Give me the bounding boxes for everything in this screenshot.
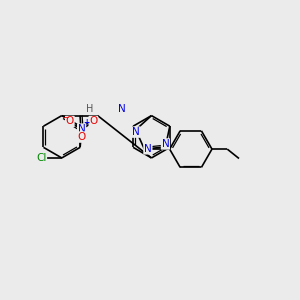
Text: Cl: Cl [36, 153, 46, 163]
Text: N: N [78, 124, 86, 134]
Text: O: O [77, 132, 86, 142]
Text: +: + [83, 118, 89, 127]
Text: N: N [132, 127, 140, 137]
Text: −: − [61, 112, 69, 122]
Text: O: O [66, 116, 74, 127]
Text: N: N [161, 139, 169, 149]
Text: N: N [144, 144, 152, 154]
Text: H: H [86, 104, 93, 114]
Text: N: N [118, 104, 126, 114]
Text: O: O [89, 116, 98, 127]
